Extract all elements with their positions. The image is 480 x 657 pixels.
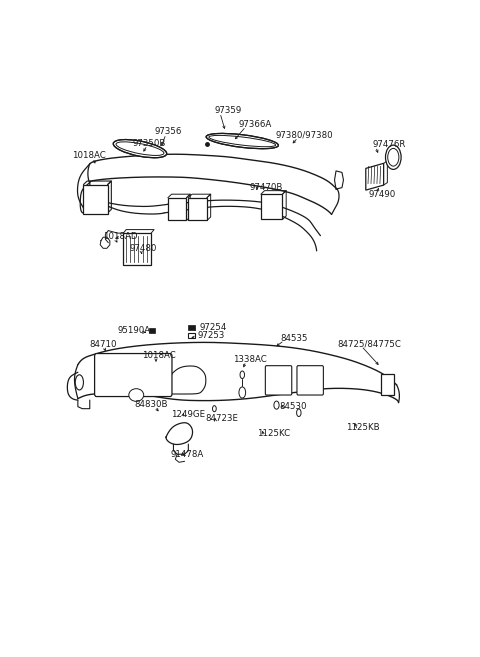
FancyBboxPatch shape <box>188 325 195 330</box>
FancyBboxPatch shape <box>265 366 292 395</box>
Text: 84530: 84530 <box>279 402 307 411</box>
Text: 97359: 97359 <box>215 106 241 115</box>
FancyBboxPatch shape <box>123 233 151 265</box>
Text: 1018AD: 1018AD <box>103 232 137 241</box>
Text: 84830B: 84830B <box>134 399 168 409</box>
Text: 95190A: 95190A <box>118 326 151 335</box>
Text: 1125KB: 1125KB <box>346 423 379 432</box>
Text: 1249GE: 1249GE <box>171 410 205 419</box>
Ellipse shape <box>206 133 278 148</box>
Text: 1018AC: 1018AC <box>72 151 106 160</box>
Ellipse shape <box>240 371 244 378</box>
Ellipse shape <box>213 405 216 412</box>
Text: 97470B: 97470B <box>250 183 283 192</box>
FancyBboxPatch shape <box>95 353 172 397</box>
Ellipse shape <box>129 389 144 401</box>
FancyBboxPatch shape <box>297 366 324 395</box>
Text: 91478A: 91478A <box>171 449 204 459</box>
Polygon shape <box>366 164 384 190</box>
Text: 97366A: 97366A <box>239 120 272 129</box>
Text: 84725/84775C: 84725/84775C <box>337 340 401 348</box>
Ellipse shape <box>75 374 84 390</box>
FancyBboxPatch shape <box>168 198 186 221</box>
Ellipse shape <box>239 387 246 398</box>
Text: 97254: 97254 <box>200 323 227 332</box>
Ellipse shape <box>113 139 167 158</box>
Ellipse shape <box>297 409 301 417</box>
Text: 84723E: 84723E <box>205 415 238 423</box>
Text: 97480: 97480 <box>130 244 157 254</box>
Ellipse shape <box>385 145 401 170</box>
Text: 84710: 84710 <box>89 340 117 349</box>
Text: 1018AC: 1018AC <box>142 351 176 360</box>
FancyBboxPatch shape <box>84 185 108 214</box>
Text: 97476R: 97476R <box>372 140 406 149</box>
Text: 97380/97380: 97380/97380 <box>276 131 334 140</box>
Text: 97356: 97356 <box>155 127 182 137</box>
Text: 97350B: 97350B <box>132 139 166 148</box>
Text: 1125KC: 1125KC <box>257 430 290 438</box>
Text: 97490: 97490 <box>369 190 396 198</box>
Ellipse shape <box>274 401 279 409</box>
FancyBboxPatch shape <box>261 194 282 219</box>
Text: 84535: 84535 <box>280 334 308 343</box>
Text: 97253: 97253 <box>198 331 225 340</box>
FancyBboxPatch shape <box>381 374 394 395</box>
FancyBboxPatch shape <box>188 198 207 221</box>
FancyBboxPatch shape <box>148 328 155 333</box>
Text: 1338AC: 1338AC <box>233 355 267 363</box>
